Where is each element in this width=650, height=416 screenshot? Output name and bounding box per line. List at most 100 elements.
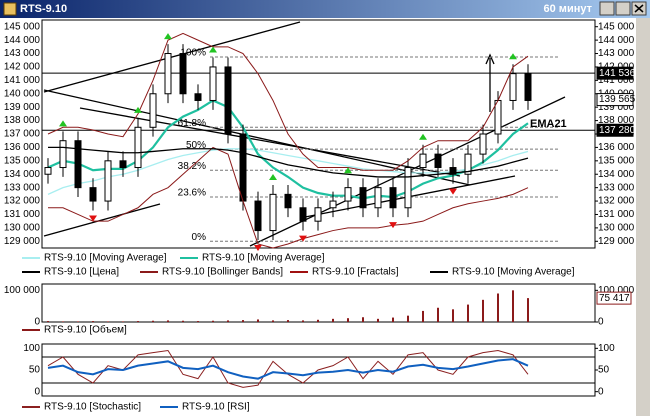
price-label-box [596, 93, 634, 107]
bollinger-lower [48, 146, 529, 249]
candle-body [299, 207, 307, 222]
y-tick-label-left: 135 000 [4, 155, 41, 166]
y-tick-label-left: 100 [23, 343, 40, 354]
fractal-down [299, 235, 307, 242]
y-tick-label-left: 131 000 [4, 209, 41, 220]
candle-body [344, 187, 352, 202]
y-tick-label-left: 140 000 [4, 88, 41, 99]
fractal-down [254, 244, 262, 251]
y-tick-label-left: 141 000 [4, 75, 41, 86]
volume-bar [212, 320, 214, 322]
window-title: RTS-9.10 [20, 3, 67, 15]
candle-body [419, 153, 427, 169]
volume-bar [452, 309, 454, 322]
candle-body [59, 140, 67, 169]
arrow-head [485, 53, 495, 65]
y-tick-label-right: 138 000 [598, 115, 635, 126]
volume-bar [92, 321, 94, 322]
candle-body [404, 167, 412, 209]
trend-line [43, 203, 161, 237]
volume-bar [242, 320, 244, 322]
y-tick-label-right: 134 000 [598, 169, 635, 180]
candle-body [389, 187, 397, 209]
volume-bar [407, 315, 409, 322]
fractal-up [344, 167, 352, 174]
volume-bar [137, 321, 139, 322]
minimize-button[interactable] [599, 1, 615, 16]
volume-bar [272, 320, 274, 322]
fractal-down [449, 188, 457, 195]
y-tick-label-left: 144 000 [4, 35, 41, 46]
fractal-down [89, 215, 97, 222]
y-tick-label-right: 141 000 [598, 75, 635, 86]
y-tick-label-left: 139 000 [4, 102, 41, 113]
y-tick-label-right: 144 000 [598, 35, 635, 46]
fib-label: 61.8% [178, 118, 206, 129]
candle-body [44, 167, 52, 175]
candle-body [464, 153, 472, 175]
fib-label: 23.6% [178, 188, 206, 199]
y-tick-label-right: 132 000 [598, 196, 635, 207]
volume-bar [467, 304, 469, 322]
price-label: 137 280 [599, 125, 636, 136]
y-tick-label-left: 133 000 [4, 182, 41, 193]
y-tick-label-left: 137 000 [4, 129, 41, 140]
y-tick-label-right: 143 000 [598, 48, 635, 59]
fractal-up [209, 46, 217, 53]
fib-label: 0% [192, 232, 207, 243]
y-tick-label-left: 130 000 [4, 223, 41, 234]
volume-bar [527, 298, 529, 322]
fib-label: 50% [186, 140, 206, 151]
candle-body [134, 126, 142, 169]
y-tick-label-right: 135 000 [598, 155, 635, 166]
candle-body [509, 73, 517, 101]
candle-body [254, 200, 262, 232]
price-label: 141 536 [599, 68, 636, 79]
volume-bar [122, 321, 124, 322]
y-tick-label-left: 50 [29, 365, 41, 376]
close-icon [634, 4, 644, 13]
volume-bar [497, 293, 499, 322]
candle-body [179, 53, 187, 95]
moving-average [47, 99, 529, 200]
fractal-up [509, 53, 517, 60]
volume-bar [377, 318, 379, 322]
candle-body [164, 53, 172, 95]
candle-body [524, 73, 532, 101]
volume-bar [362, 317, 364, 322]
annotation: EMA21 [530, 118, 567, 130]
y-tick-label-right: 100 [598, 343, 615, 354]
legend-label: RTS-9.10 [Bollinger Bands] [162, 267, 283, 278]
maximize-button[interactable] [615, 1, 631, 16]
fractal-up [59, 120, 67, 127]
y-tick-label-right: 139 000 [598, 102, 635, 113]
legend-label: RTS-9.10 [RSI] [182, 402, 250, 413]
fractal-up [164, 33, 172, 40]
candle-body [434, 153, 442, 169]
moving-average [48, 146, 529, 178]
y-tick-label-left: 0 [34, 386, 40, 397]
volume-bar [512, 290, 514, 322]
title-bar [0, 0, 650, 18]
volume-bar [332, 318, 334, 322]
volume-bar [197, 321, 199, 322]
y-tick-label-right: 130 000 [598, 223, 635, 234]
price-label-box [596, 66, 634, 80]
candle-body [239, 133, 247, 202]
y-tick-label-right: 50 [598, 365, 610, 376]
volume-bar [287, 320, 289, 322]
candle-body [149, 93, 157, 128]
price-label: 139 565 [599, 94, 636, 105]
y-tick-label-left: 134 000 [4, 169, 41, 180]
candle-body [194, 93, 202, 101]
trend-line [43, 89, 471, 186]
y-tick-label-left: 129 000 [4, 236, 41, 247]
fib-label: 100% [180, 48, 206, 59]
legend-label: RTS-9.10 [Stochastic] [44, 402, 141, 413]
legend-label: RTS-9.10 [Цена] [44, 267, 119, 278]
volume-bar [167, 320, 169, 322]
candle-body [374, 187, 382, 209]
y-tick-label-left: 136 000 [4, 142, 41, 153]
volume-bar [392, 317, 394, 322]
price-label-box [596, 123, 634, 137]
